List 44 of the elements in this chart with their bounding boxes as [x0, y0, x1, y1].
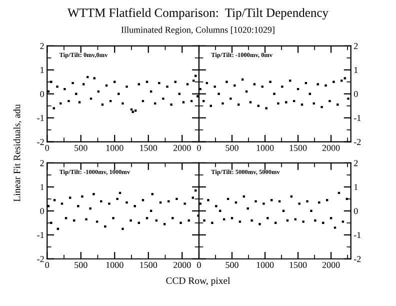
chart-title: WTTM Flatfield Comparison: Tip/Tilt Dependency [68, 8, 328, 20]
y-axis-title: Linear Fit Residuals, adu [13, 104, 22, 202]
x-tick-label: 500 [226, 144, 238, 151]
y-tick-label: 0 [40, 208, 44, 214]
x-tick-label: 0 [197, 144, 201, 151]
y-tick-label: -2 [354, 256, 361, 262]
x-tick-label: 1500 [140, 262, 158, 268]
x-tick-label: 1500 [140, 144, 158, 151]
x-tick-label: 1500 [290, 144, 307, 151]
y-tick-label: 0 [354, 90, 358, 98]
x-tick-label: 1000 [106, 262, 124, 268]
x-tick-label: 1500 [290, 262, 307, 268]
x-tick-label: 2000 [322, 144, 340, 151]
x-tick-label: 1000 [256, 144, 274, 151]
chart-subtitle: Illuminated Region, Columns [1020:1029] [121, 26, 274, 35]
x-tick-label: 2000 [322, 262, 340, 268]
y-tick-label: 2 [354, 43, 358, 50]
y-tick-label: -2 [37, 138, 44, 145]
y-tick-label: -1 [354, 232, 361, 238]
y-tick-label: 2 [40, 43, 44, 50]
x-tick-label: 1000 [256, 262, 274, 268]
y-tick-label: -2 [354, 138, 361, 145]
x-tick-label: 500 [74, 144, 88, 151]
y-tick-label: -1 [354, 115, 361, 121]
x-tick-label: 500 [226, 262, 238, 268]
x-axis-title: CCD Row, pixel [166, 277, 230, 286]
y-tick-label: 1 [354, 184, 358, 190]
y-tick-label: 0 [354, 208, 358, 214]
y-tick-label: -1 [37, 232, 44, 238]
x-tick-label: 1000 [106, 144, 124, 151]
y-tick-label: -2 [37, 256, 44, 262]
y-tick-label: 1 [40, 184, 44, 190]
y-tick-label: -1 [37, 115, 44, 121]
y-tick-label: 1 [40, 67, 44, 74]
y-tick-label: 0 [40, 90, 44, 98]
y-tick-label: 2 [354, 160, 358, 166]
x-tick-label: 2000 [173, 144, 191, 151]
x-tick-label: 0 [45, 144, 50, 151]
x-tick-label: 0 [197, 262, 201, 268]
y-tick-label: 1 [354, 67, 358, 74]
y-tick-label: 2 [40, 160, 44, 166]
x-tick-label: 500 [74, 262, 88, 268]
x-tick-label: 2000 [173, 262, 191, 268]
x-tick-label: 0 [45, 262, 50, 268]
